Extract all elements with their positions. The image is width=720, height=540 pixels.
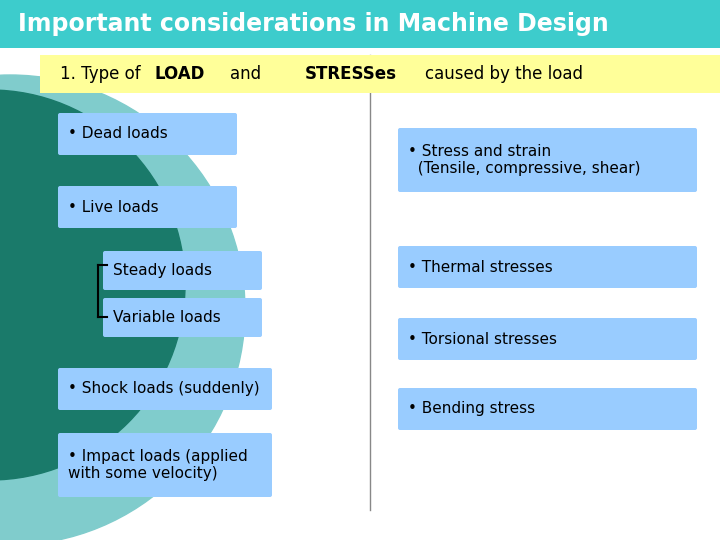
FancyBboxPatch shape bbox=[40, 55, 720, 93]
Text: caused by the load: caused by the load bbox=[425, 65, 583, 83]
Text: • Bending stress: • Bending stress bbox=[408, 402, 535, 416]
Text: • Live loads: • Live loads bbox=[68, 199, 158, 214]
Text: Important considerations in Machine Design: Important considerations in Machine Desi… bbox=[18, 12, 608, 36]
Text: • Shock loads (suddenly): • Shock loads (suddenly) bbox=[68, 381, 260, 396]
FancyBboxPatch shape bbox=[398, 388, 697, 430]
FancyBboxPatch shape bbox=[58, 113, 237, 155]
Text: Steady loads: Steady loads bbox=[113, 263, 212, 278]
FancyBboxPatch shape bbox=[58, 186, 237, 228]
FancyBboxPatch shape bbox=[103, 298, 262, 337]
Text: • Thermal stresses: • Thermal stresses bbox=[408, 260, 553, 274]
Text: LOAD: LOAD bbox=[155, 65, 205, 83]
FancyBboxPatch shape bbox=[398, 128, 697, 192]
Text: • Dead loads: • Dead loads bbox=[68, 126, 168, 141]
Text: • Stress and strain
  (Tensile, compressive, shear): • Stress and strain (Tensile, compressiv… bbox=[408, 144, 641, 176]
FancyBboxPatch shape bbox=[58, 433, 272, 497]
Text: • Impact loads (applied
with some velocity): • Impact loads (applied with some veloci… bbox=[68, 449, 248, 481]
FancyBboxPatch shape bbox=[398, 318, 697, 360]
Text: and: and bbox=[230, 65, 261, 83]
FancyBboxPatch shape bbox=[103, 251, 262, 290]
FancyBboxPatch shape bbox=[0, 0, 720, 48]
Circle shape bbox=[0, 75, 245, 540]
Text: Variable loads: Variable loads bbox=[113, 310, 221, 325]
Text: 1. Type of: 1. Type of bbox=[60, 65, 140, 83]
Text: • Torsional stresses: • Torsional stresses bbox=[408, 332, 557, 347]
Circle shape bbox=[0, 90, 185, 480]
FancyBboxPatch shape bbox=[58, 368, 272, 410]
Text: STRESSes: STRESSes bbox=[305, 65, 397, 83]
FancyBboxPatch shape bbox=[398, 246, 697, 288]
